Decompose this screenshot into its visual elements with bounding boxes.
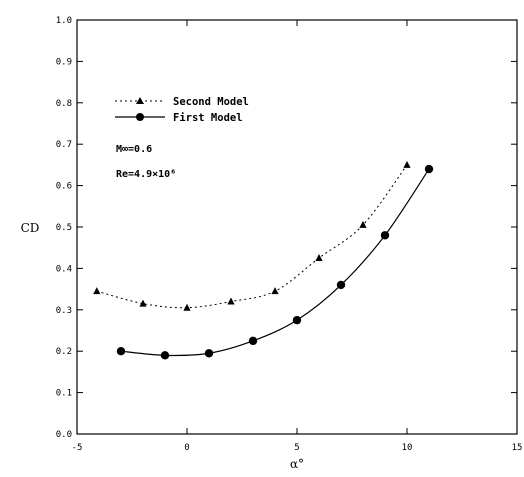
- data-point-second-model: [183, 303, 191, 311]
- data-point-second-model: [403, 160, 411, 168]
- legend-circle-marker: [136, 113, 144, 121]
- data-point-second-model: [93, 287, 101, 295]
- data-point-first-model: [160, 351, 170, 360]
- y-tick-label: 0.9: [56, 57, 72, 67]
- data-point-first-model: [292, 315, 302, 325]
- y-tick-label: 0.7: [56, 140, 72, 150]
- data-point-second-model: [315, 254, 323, 262]
- x-tick-label: 10: [402, 443, 413, 453]
- data-point-second-model: [359, 220, 367, 228]
- y-tick-label: 0.4: [56, 264, 72, 274]
- series-line-first-model: [120, 168, 430, 357]
- y-axis-label: CD: [21, 221, 40, 235]
- y-tick-label: 0.0: [56, 430, 72, 440]
- data-point-first-model: [336, 280, 346, 290]
- legend-label-first-model: First Model: [173, 112, 243, 124]
- x-tick-label: -5: [72, 443, 83, 453]
- plot-frame: [76, 19, 518, 435]
- y-tick-label: 0.5: [56, 223, 72, 233]
- legend-label-second-model: Second Model: [173, 96, 249, 108]
- legend: Second Model First Model: [115, 96, 249, 124]
- data-point-first-model: [116, 347, 126, 356]
- y-tick-label: 0.6: [56, 182, 72, 192]
- y-axis-ticks: 0.0 0.1 0.2 0.3 0.4 0.5 0.6 0.7 0.8 0.9 1.0: [56, 16, 517, 440]
- series-line-second-model: [96, 164, 408, 309]
- series-layer: [93, 160, 434, 360]
- y-tick-label: 1.0: [56, 16, 72, 26]
- data-point-second-model: [139, 299, 147, 307]
- reynolds-number-annotation: Re=4.9×10⁶: [116, 169, 176, 180]
- data-point-first-model: [248, 336, 258, 346]
- data-point-first-model: [380, 231, 390, 240]
- data-point-second-model: [227, 297, 235, 305]
- y-tick-label: 0.2: [56, 347, 72, 357]
- mach-number-annotation: M∞=0.6: [116, 144, 152, 155]
- y-tick-label: 0.8: [56, 99, 72, 109]
- y-tick-label: 0.1: [56, 389, 72, 399]
- legend-triangle-marker: [136, 97, 144, 104]
- data-point-first-model: [204, 349, 214, 358]
- x-tick-label: 0: [184, 443, 189, 453]
- x-axis-ticks: -5 0 5 10 15: [72, 20, 523, 453]
- data-point-first-model: [424, 164, 434, 174]
- x-tick-label: 15: [512, 443, 523, 453]
- x-axis-label: α°: [290, 457, 304, 471]
- x-tick-label: 5: [294, 443, 299, 453]
- data-point-second-model: [271, 287, 279, 295]
- y-tick-label: 0.3: [56, 306, 72, 316]
